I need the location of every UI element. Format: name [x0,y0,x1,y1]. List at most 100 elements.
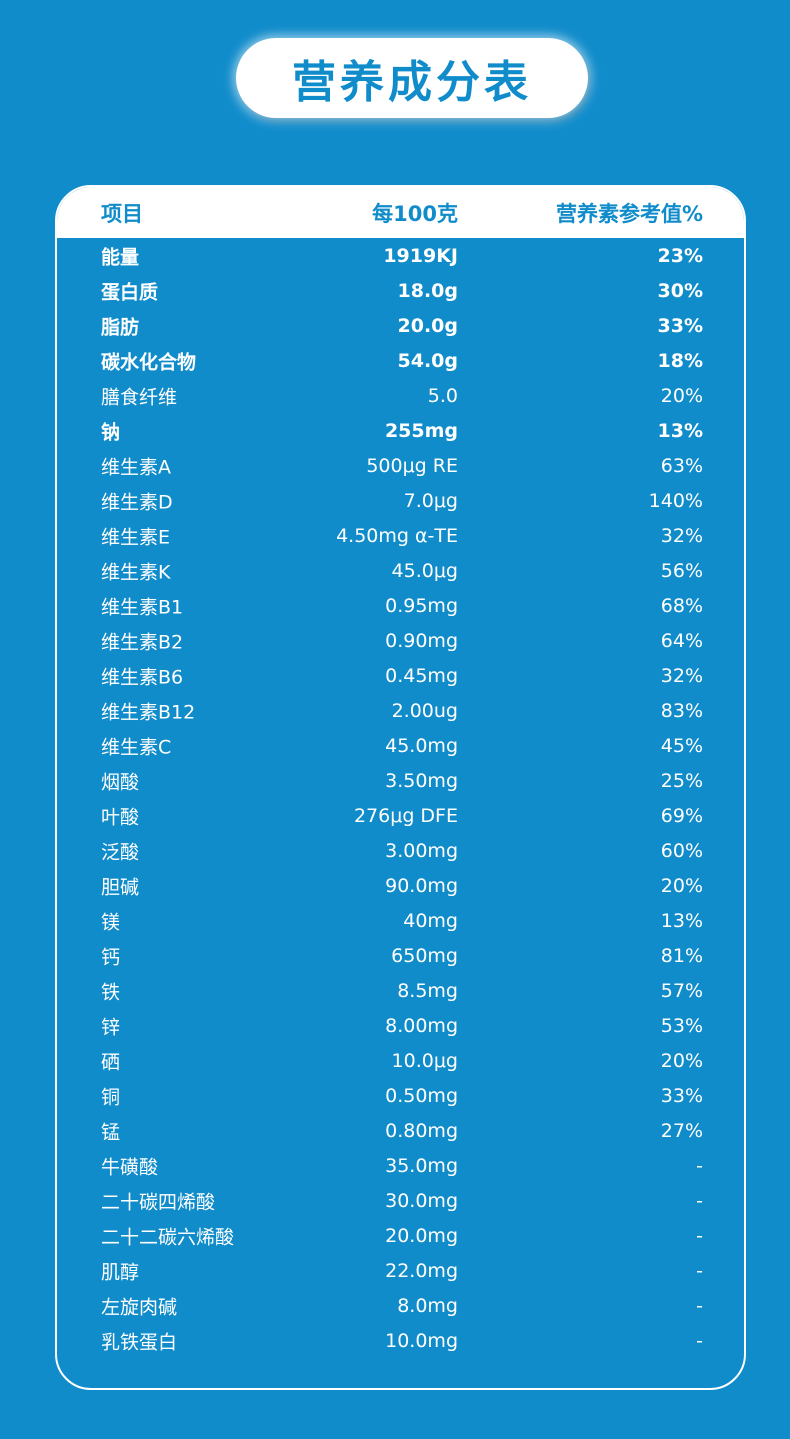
table-row: 镁 40mg 13% [57,903,744,938]
nutrient-name: 能量 [101,246,140,268]
amount-per-100g: 0.45mg [385,664,458,687]
nutrient-name: 二十二碳六烯酸 [101,1226,235,1248]
nutrient-name: 锰 [101,1121,121,1143]
table-row: 牛磺酸 35.0mg - [57,1148,744,1183]
table-row: 维生素A 500μg RE 63% [57,448,744,483]
nutrient-name: 锌 [101,1016,121,1038]
nrv-percent: 33% [660,1084,703,1107]
nutrient-name: 牛磺酸 [101,1156,159,1178]
amount-per-100g: 54.0g [397,349,458,372]
amount-per-100g: 45.0mg [385,734,458,757]
table-row: 叶酸 276μg DFE 69% [57,798,744,833]
table-header: 项目 每100克 营养素参考值% [57,187,744,238]
amount-per-100g: 5.0 [427,384,458,407]
nutrient-name: 左旋肉碱 [101,1296,178,1318]
amount-per-100g: 4.50mg α-TE [336,524,458,547]
nrv-percent: 63% [660,454,703,477]
table-row: 硒 10.0μg 20% [57,1043,744,1078]
nrv-percent: 60% [660,839,703,862]
amount-per-100g: 45.0μg [391,559,458,582]
nutrient-name: 泛酸 [101,841,140,863]
nrv-percent: 83% [660,699,703,722]
amount-per-100g: 0.90mg [385,629,458,652]
nutrient-name: 维生素B2 [101,631,184,653]
amount-per-100g: 10.0mg [385,1329,458,1352]
nrv-percent: 18% [657,349,703,372]
nutrient-name: 铁 [101,981,121,1003]
title-banner: 营养成分表 [236,38,588,118]
amount-per-100g: 7.0μg [403,489,458,512]
amount-per-100g: 3.00mg [385,839,458,862]
nrv-percent: - [696,1154,703,1177]
amount-per-100g: 3.50mg [385,769,458,792]
nutrient-name: 维生素B1 [101,596,184,618]
amount-per-100g: 276μg DFE [353,804,458,827]
table-row: 左旋肉碱 8.0mg - [57,1288,744,1323]
nrv-percent: 27% [660,1119,703,1142]
amount-per-100g: 90.0mg [385,874,458,897]
nrv-percent: 23% [657,244,703,267]
nutrient-name: 蛋白质 [101,281,159,303]
amount-per-100g: 2.00ug [391,699,458,722]
table-row: 锰 0.80mg 27% [57,1113,744,1148]
table-row: 维生素C 45.0mg 45% [57,728,744,763]
nutrient-name: 维生素B6 [101,666,184,688]
nutrient-name: 膳食纤维 [101,386,178,408]
nrv-percent: 45% [660,734,703,757]
nutrient-name: 维生素K [101,561,171,583]
table-row: 钠 255mg 13% [57,413,744,448]
header-item: 项目 [101,201,143,226]
table-row: 维生素B1 0.95mg 68% [57,588,744,623]
nrv-percent: 30% [657,279,703,302]
nrv-percent: 20% [660,384,703,407]
amount-per-100g: 255mg [384,419,458,442]
table-row: 碳水化合物 54.0g 18% [57,343,744,378]
table-row: 维生素D 7.0μg 140% [57,483,744,518]
header-nrv: 营养素参考值% [555,201,703,226]
table-row: 二十二碳六烯酸 20.0mg - [57,1218,744,1253]
amount-per-100g: 20.0mg [385,1224,458,1247]
nrv-percent: 56% [660,559,703,582]
nrv-percent: 32% [660,664,703,687]
nrv-percent: 57% [660,979,703,1002]
table-row: 维生素B6 0.45mg 32% [57,658,744,693]
nutrient-name: 铜 [101,1086,121,1108]
table-row: 乳铁蛋白 10.0mg - [57,1323,744,1358]
amount-per-100g: 8.0mg [397,1294,458,1317]
nutrition-table: 项目 每100克 营养素参考值% 能量 1919KJ 23% 蛋白质 18.0g 30% 脂… [55,185,746,1390]
nrv-percent: 140% [648,489,703,512]
nutrient-name: 钙 [101,946,121,968]
table-body: 能量 1919KJ 23% 蛋白质 18.0g 30% 脂肪 20.0g 33% 碳水化合物 54.… [57,238,744,1358]
amount-per-100g: 0.80mg [385,1119,458,1142]
nutrient-name: 维生素C [101,736,172,758]
table-row: 维生素B2 0.90mg 64% [57,623,744,658]
nrv-percent: 25% [660,769,703,792]
nutrient-name: 叶酸 [101,806,140,828]
nrv-percent: 13% [657,419,703,442]
nutrient-name: 硒 [101,1051,121,1073]
nrv-percent: - [696,1294,703,1317]
amount-per-100g: 1919KJ [383,244,458,267]
nrv-percent: 13% [660,909,703,932]
table-row: 钙 650mg 81% [57,938,744,973]
amount-per-100g: 8.00mg [385,1014,458,1037]
nutrient-name: 维生素A [101,456,171,478]
table-row: 二十碳四烯酸 30.0mg - [57,1183,744,1218]
table-row: 铁 8.5mg 57% [57,973,744,1008]
nutrient-name: 碳水化合物 [101,351,197,373]
table-row: 锌 8.00mg 53% [57,1008,744,1043]
nutrient-name: 烟酸 [101,771,140,793]
amount-per-100g: 20.0g [397,314,458,337]
table-row: 肌醇 22.0mg - [57,1253,744,1288]
table-row: 能量 1919KJ 23% [57,238,744,273]
nutrient-name: 镁 [101,911,121,933]
nrv-percent: 20% [660,1049,703,1072]
nrv-percent: 32% [660,524,703,547]
page-title: 营养成分表 [292,57,532,108]
nrv-percent: 69% [660,804,703,827]
nrv-percent: - [696,1259,703,1282]
table-row: 维生素B12 2.00ug 83% [57,693,744,728]
nrv-percent: - [696,1329,703,1352]
table-row: 蛋白质 18.0g 30% [57,273,744,308]
nutrient-name: 脂肪 [101,316,140,338]
